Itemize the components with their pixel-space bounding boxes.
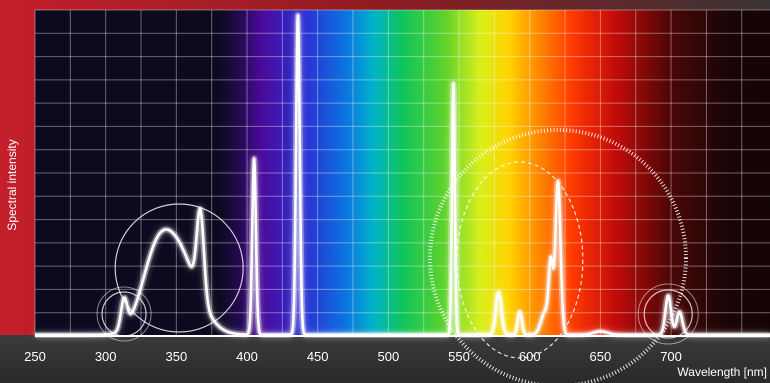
x-tick-label: 400 (236, 349, 258, 364)
backdrop-floor (0, 335, 770, 383)
highlight-circle-700-outer (637, 283, 699, 345)
spectrum-line (34, 13, 770, 336)
x-tick-label: 450 (307, 349, 329, 364)
highlight-circle-350 (114, 203, 244, 333)
x-tick-label: 350 (165, 349, 187, 364)
highlight-circle-313 (101, 291, 147, 337)
series-group (32, 12, 770, 338)
x-axis-title: Wavelength [nm] (677, 365, 767, 379)
x-tick-label: 300 (95, 349, 117, 364)
x-tick-label: 600 (519, 349, 541, 364)
highlight-circle-700 (643, 289, 693, 339)
x-tick-labels: 250 300 350 400 450 500 550 600 650 700 (24, 349, 682, 364)
x-tick-label: 500 (378, 349, 400, 364)
x-tick-label: 250 (24, 349, 46, 364)
grid (34, 9, 770, 337)
y-axis-title: Spectral intensity (5, 139, 19, 230)
highlight-circle-620-outer (428, 128, 688, 383)
x-tick-label: 700 (660, 349, 682, 364)
x-tick-label: 550 (448, 349, 470, 364)
x-tick-label: 650 (590, 349, 612, 364)
spectrum-band (35, 10, 770, 336)
highlight-circle-313-outer (96, 286, 152, 342)
